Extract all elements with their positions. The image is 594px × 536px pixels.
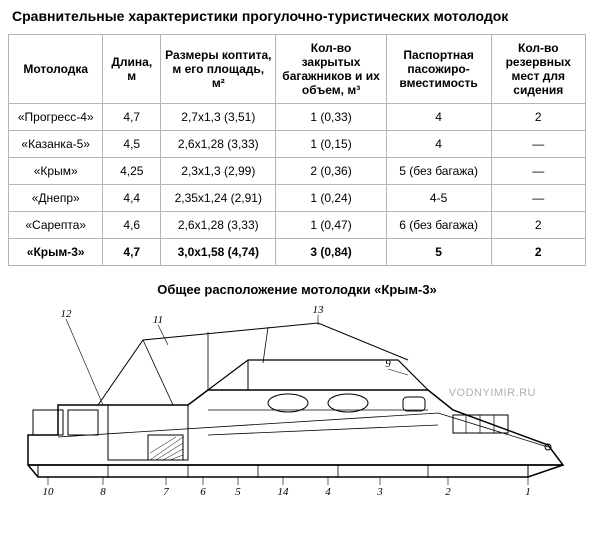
table-header-row: Мотолодка Длина, м Размеры коптита, м ег… (9, 35, 586, 104)
cell-res: 2 (491, 104, 585, 131)
cell-len: 4,7 (103, 104, 161, 131)
callout-label: 14 (278, 486, 290, 498)
col-header-passengers: Паспортная пасожиро-вместимость (386, 35, 491, 104)
cell-pass: 5 (386, 239, 491, 266)
cell-pass: 4 (386, 104, 491, 131)
cell-dim: 2,7х1,3 (3,51) (161, 104, 276, 131)
cell-name: «Днепр» (9, 185, 103, 212)
cell-lug: 1 (0,24) (276, 185, 386, 212)
table-row: «Прогресс-4»4,72,7х1,3 (3,51)1 (0,33)42 (9, 104, 586, 131)
callout-label: 4 (325, 486, 331, 498)
callout-label: 11 (153, 314, 163, 326)
cell-len: 4,5 (103, 131, 161, 158)
cell-name: «Крым-3» (9, 239, 103, 266)
callout-label: 2 (445, 486, 451, 498)
cell-dim: 3,0х1,58 (4,74) (161, 239, 276, 266)
cell-pass: 6 (без багажа) (386, 212, 491, 239)
col-header-luggage: Кол-во закрытых багажников и их объем, м… (276, 35, 386, 104)
watermark-text: VODNYIMIR.RU (449, 387, 536, 399)
cell-name: «Казанка-5» (9, 131, 103, 158)
cell-len: 4,7 (103, 239, 161, 266)
callout-label: 1 (525, 486, 531, 498)
cell-len: 4,25 (103, 158, 161, 185)
callout-label: 13 (313, 305, 325, 316)
spec-table: Мотолодка Длина, м Размеры коптита, м ег… (8, 34, 586, 266)
table-row: «Днепр»4,42,35х1,24 (2,91)1 (0,24)4-5— (9, 185, 586, 212)
callout-label: 10 (43, 486, 55, 498)
cell-pass: 4 (386, 131, 491, 158)
diagram-subtitle: Общее расположение мотолодки «Крым-3» (8, 282, 586, 297)
boat-layout-diagram: 12 11 13 9 10 8 7 6 5 14 4 3 2 1 VODNYIMIR.RU (8, 305, 586, 505)
callout-label: 8 (100, 486, 106, 498)
col-header-dimensions: Размеры коптита, м его площадь, м² (161, 35, 276, 104)
table-row: «Казанка-5»4,52,6х1,28 (3,33)1 (0,15)4— (9, 131, 586, 158)
callout-label: 7 (163, 486, 169, 498)
col-header-reserve: Кол-во резервных мест для сидения (491, 35, 585, 104)
cell-lug: 1 (0,47) (276, 212, 386, 239)
cell-dim: 2,6х1,28 (3,33) (161, 212, 276, 239)
cell-lug: 2 (0,36) (276, 158, 386, 185)
table-row: «Крым-3»4,73,0х1,58 (4,74)3 (0,84)52 (9, 239, 586, 266)
cell-dim: 2,35х1,24 (2,91) (161, 185, 276, 212)
table-row: «Крым»4,252,3х1,3 (2,99)2 (0,36)5 (без б… (9, 158, 586, 185)
cell-pass: 5 (без багажа) (386, 158, 491, 185)
cell-len: 4,4 (103, 185, 161, 212)
cell-name: «Крым» (9, 158, 103, 185)
col-header-length: Длина, м (103, 35, 161, 104)
col-header-name: Мотолодка (9, 35, 103, 104)
cell-res: — (491, 131, 585, 158)
cell-res: — (491, 158, 585, 185)
callout-label: 9 (385, 358, 391, 370)
cell-dim: 2,3х1,3 (2,99) (161, 158, 276, 185)
callout-label: 12 (61, 308, 73, 320)
table-row: «Сарепта»4,62,6х1,28 (3,33)1 (0,47)6 (бе… (9, 212, 586, 239)
cell-len: 4,6 (103, 212, 161, 239)
cell-lug: 1 (0,33) (276, 104, 386, 131)
cell-dim: 2,6х1,28 (3,33) (161, 131, 276, 158)
cell-pass: 4-5 (386, 185, 491, 212)
main-title: Сравнительные характеристики прогулочно-… (8, 8, 586, 24)
cell-res: 2 (491, 212, 585, 239)
cell-lug: 3 (0,84) (276, 239, 386, 266)
cell-lug: 1 (0,15) (276, 131, 386, 158)
callout-label: 5 (235, 486, 241, 498)
callout-label: 6 (200, 486, 206, 498)
cell-name: «Сарепта» (9, 212, 103, 239)
cell-res: 2 (491, 239, 585, 266)
cell-res: — (491, 185, 585, 212)
callout-label: 3 (376, 486, 383, 498)
cell-name: «Прогресс-4» (9, 104, 103, 131)
